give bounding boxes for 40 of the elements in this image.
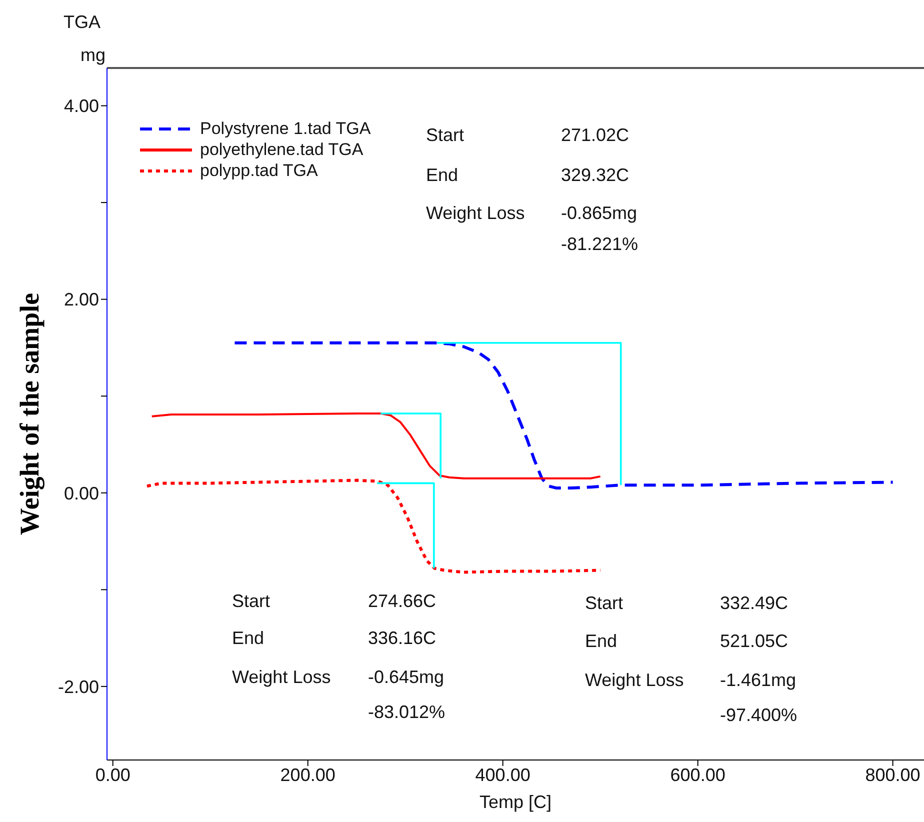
legend-label: Polystyrene 1.tad TGA: [200, 118, 371, 138]
x-tick-label: 400.00: [475, 764, 530, 785]
annotation: -97.400%: [720, 705, 798, 725]
y-tick-label: -2.00: [58, 676, 99, 697]
x-tick-label: 800.00: [865, 764, 920, 785]
annotation: Weight Loss: [232, 667, 331, 687]
annotation: Start: [426, 125, 464, 145]
y-tick-label: 0.00: [64, 483, 99, 504]
annotation: End: [585, 631, 618, 651]
text: mg: [80, 45, 106, 65]
x-tick-label: 600.00: [670, 764, 726, 785]
annotation: End: [232, 628, 264, 648]
annotation: 521.05C: [720, 631, 788, 651]
annotation: Start: [585, 593, 624, 613]
annotation: 271.02C: [561, 125, 630, 145]
annotation: -0.645mg: [368, 667, 444, 687]
annotation: 336.16C: [368, 628, 436, 648]
annotation: Weight Loss: [585, 670, 684, 690]
legend-label: polypp.tad TGA: [200, 160, 318, 180]
annotation: Weight Loss: [426, 203, 525, 223]
x-axis-title: Temp [C]: [479, 792, 552, 812]
x-tick-label: 0.00: [95, 764, 130, 785]
line-series: [145, 478, 602, 574]
line-series: [233, 341, 894, 490]
annotation: -0.865mg: [561, 203, 638, 223]
annotation: 332.49C: [720, 593, 788, 613]
annotation: -83.012%: [368, 702, 446, 722]
y-axis-title: Weight of the sample: [14, 292, 45, 536]
annotation: -1.461mg: [720, 670, 796, 690]
x-tick-label: 200.00: [280, 764, 336, 785]
annotation: 329.32C: [561, 165, 630, 185]
legend-label: polyethylene.tad TGA: [200, 140, 364, 160]
y-tick-label: 2.00: [64, 290, 99, 310]
annotation: End: [426, 165, 458, 185]
annotation: Start: [232, 591, 270, 611]
y-tick-label: 4.00: [64, 96, 99, 116]
line-series: [150, 412, 602, 480]
annotation: 274.66C: [368, 591, 436, 611]
annotation: -81.221%: [561, 234, 638, 254]
text: TGA: [63, 12, 101, 32]
